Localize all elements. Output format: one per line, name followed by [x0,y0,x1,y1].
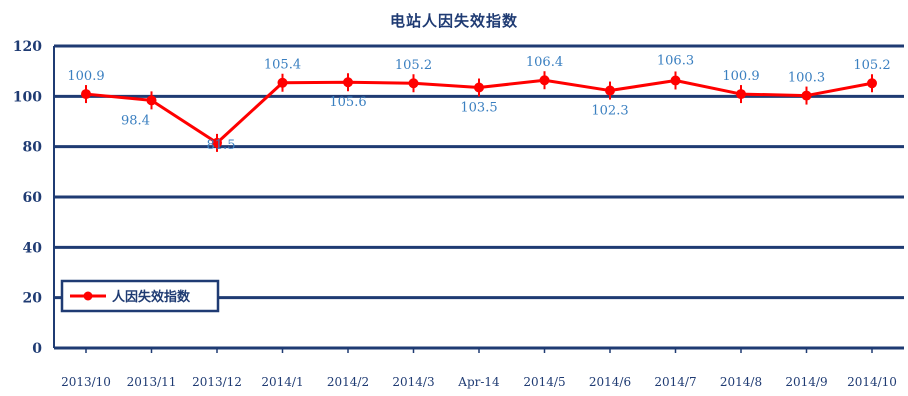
data-label: 103.5 [460,101,497,116]
data-label: 106.3 [657,53,694,68]
x-tick-label: 2014/5 [523,375,565,389]
data-label: 106.4 [526,55,563,70]
x-tick-label: Apr-14 [457,375,500,389]
y-tick-label: 20 [23,291,43,307]
x-tick-label: 2013/10 [61,375,111,389]
data-label: 100.3 [788,71,825,86]
legend-swatch-marker [83,291,93,301]
x-tick-label: 2014/10 [847,375,897,389]
data-label: 105.4 [264,58,301,73]
x-tick-label: 2014/9 [785,375,827,389]
x-tick-label: 2014/6 [589,375,631,389]
y-tick-label: 60 [23,190,43,206]
data-label: 102.3 [591,104,628,119]
x-tick-label: 2014/7 [654,375,696,389]
legend-label: 人因失效指数 [112,289,191,305]
data-label: 98.4 [121,113,150,128]
y-tick-label: 100 [13,89,42,105]
x-tick-label: 2014/3 [392,375,434,389]
data-label: 100.9 [722,69,759,84]
x-tick-label: 2013/12 [192,375,242,389]
data-label: 105.2 [395,58,432,73]
y-tick-label: 120 [13,39,42,55]
chart-title: 电站人因失效指数 [389,12,518,30]
x-tick-label: 2014/1 [261,375,303,389]
data-label: 105.6 [329,95,366,110]
x-tick-label: 2014/8 [720,375,762,389]
y-tick-label: 0 [32,341,42,357]
data-label: 81.5 [207,138,236,153]
x-tick-label: 2014/2 [327,375,369,389]
data-label: 105.2 [853,58,890,73]
x-tick-label: 2013/11 [127,375,177,389]
y-tick-label: 40 [23,240,43,256]
y-tick-label: 80 [23,140,43,156]
data-label: 100.9 [67,69,104,84]
